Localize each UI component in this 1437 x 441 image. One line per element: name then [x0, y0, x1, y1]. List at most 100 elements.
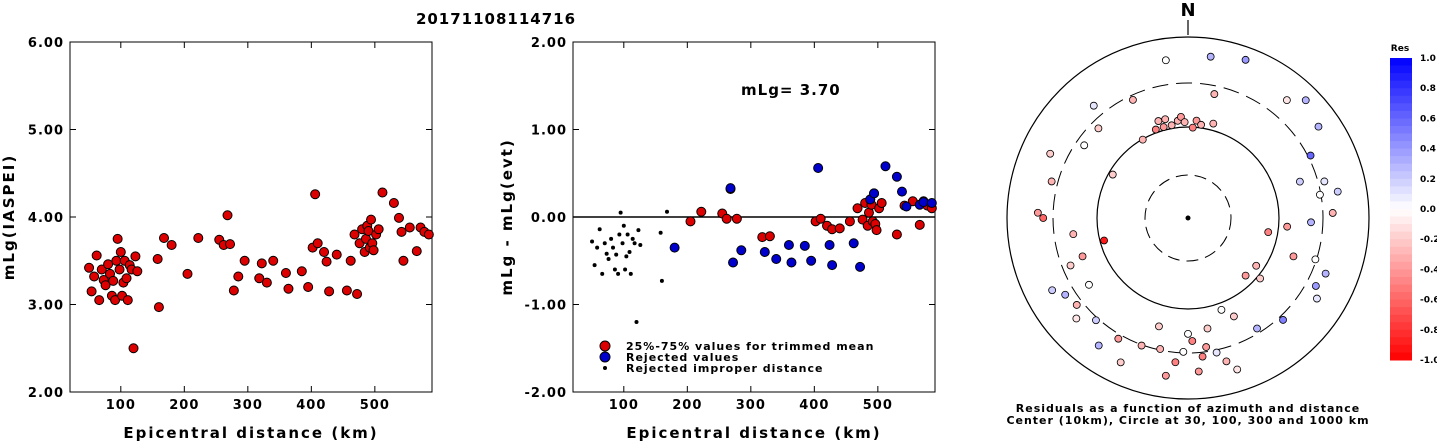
data-point	[296, 266, 307, 277]
data-point	[222, 210, 233, 221]
station-marker	[1078, 252, 1087, 261]
data-point	[128, 343, 139, 354]
colorbar-segment	[1390, 276, 1412, 285]
station-marker	[1279, 316, 1287, 324]
accepted-point	[834, 223, 845, 234]
station-marker	[1289, 252, 1298, 261]
station-marker	[1138, 135, 1147, 144]
legend-marker-rejected	[599, 351, 611, 363]
rejected-point	[759, 247, 770, 257]
improper-point	[621, 223, 626, 228]
station-marker	[1151, 125, 1160, 134]
station-marker	[1094, 124, 1103, 133]
station-marker	[1222, 357, 1231, 366]
station-marker	[1184, 329, 1192, 338]
data-point	[153, 302, 164, 313]
colorbar-segment	[1390, 73, 1412, 82]
legend-label-improper: Rejected improper distance	[626, 362, 823, 375]
colorbar-segment	[1390, 125, 1412, 134]
data-point	[122, 295, 133, 306]
legend-marker-accepted	[599, 340, 611, 352]
station-marker	[1114, 334, 1123, 343]
station-marker	[1069, 230, 1078, 239]
accepted-point	[914, 219, 925, 230]
station-marker	[1311, 255, 1320, 264]
colorbar-segment	[1390, 178, 1412, 187]
colorbar-label: -0.4	[1420, 265, 1437, 275]
colorbar-segment	[1390, 171, 1412, 180]
rejected-point	[918, 197, 929, 208]
y-tick-label: 3.00	[28, 299, 64, 314]
data-point	[280, 268, 291, 278]
improper-point	[625, 232, 630, 237]
station-marker	[1241, 271, 1250, 280]
data-point	[100, 280, 111, 291]
accepted-point	[852, 203, 863, 214]
station-marker	[1039, 214, 1048, 222]
panel-azimuth-residuals: N Residuals as a function of azimuth and…	[1006, 0, 1437, 427]
data-point	[366, 214, 377, 225]
legend-label-rejected: Rejected values	[626, 351, 739, 364]
accepted-point	[876, 198, 887, 208]
improper-point	[609, 236, 614, 241]
colorbar-segment	[1390, 307, 1412, 316]
station-marker	[1154, 117, 1163, 125]
station-marker	[1241, 55, 1250, 64]
colorbar-segment	[1390, 231, 1412, 240]
data-point	[91, 250, 102, 261]
colorbar-segment	[1390, 133, 1412, 142]
station-marker	[1295, 177, 1304, 186]
improper-point	[602, 241, 607, 246]
colorbar-segment	[1390, 254, 1412, 263]
improper-point	[616, 271, 621, 276]
colorbar-segment	[1390, 314, 1412, 323]
colorbar-segment	[1390, 216, 1412, 225]
rejected-point	[771, 254, 782, 264]
station-marker	[1100, 236, 1108, 245]
station-marker	[1212, 348, 1221, 357]
improper-point	[604, 251, 609, 256]
station-marker	[1206, 52, 1215, 61]
station-marker	[1155, 322, 1163, 331]
data-point	[303, 282, 314, 292]
station-marker	[1188, 337, 1197, 345]
colorbar-segment	[1390, 95, 1412, 104]
data-point	[368, 245, 379, 256]
x-tick-label: 300	[233, 398, 263, 413]
data-point	[84, 262, 95, 273]
rejected-point	[869, 188, 880, 199]
north-label: N	[1180, 0, 1195, 21]
station-marker	[1252, 261, 1261, 270]
station-marker	[1159, 123, 1168, 131]
station-marker	[1217, 305, 1226, 314]
data-point	[345, 255, 356, 266]
y-axis-label: mLg(IASPEI)	[0, 154, 18, 280]
data-point	[111, 255, 122, 266]
improper-point	[658, 230, 663, 235]
station-marker	[1210, 90, 1219, 98]
x-axis-label: Epicentral distance (km)	[626, 424, 881, 441]
rejected-point	[880, 161, 891, 172]
colorbar-segment	[1390, 292, 1412, 301]
improper-point	[630, 236, 635, 241]
colorbar-segment	[1390, 88, 1412, 97]
station-marker	[1307, 218, 1315, 227]
caption-line-2: Center (10km), Circle at 30, 100, 300 an…	[1006, 414, 1369, 427]
legend-label-accepted: 25%-75% values for trimmed mean	[626, 340, 874, 353]
station-marker	[1321, 269, 1330, 278]
data-point	[312, 238, 323, 249]
station-marker	[1171, 358, 1180, 367]
x-tick-label: 400	[799, 398, 829, 413]
colorbar-segment	[1390, 141, 1412, 150]
colorbar-segment	[1390, 80, 1412, 89]
rejected-point	[736, 245, 747, 256]
data-point	[268, 255, 279, 266]
colorbar-segment	[1390, 299, 1412, 308]
station-marker	[1156, 345, 1165, 353]
rejected-point	[855, 261, 866, 272]
colorbar: Res 1.0 0.8 0.6 0.4 0.2 0.0 -0.2 -0.4 -0.6 -0.8 -1…	[1390, 44, 1437, 366]
accepted-point	[871, 225, 882, 236]
station-marker	[1061, 290, 1070, 299]
data-point	[393, 212, 404, 223]
